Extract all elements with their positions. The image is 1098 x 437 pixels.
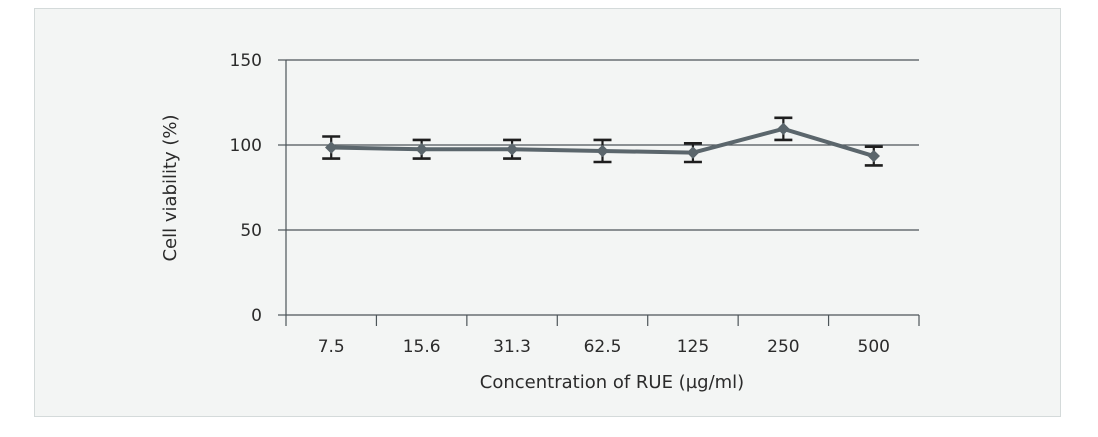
y-tick-label: 100 (230, 136, 262, 156)
y-tick-label: 50 (240, 221, 262, 241)
x-tick-label: 125 (677, 337, 709, 357)
x-tick-label: 250 (767, 337, 799, 357)
y-tick-label: 150 (230, 51, 262, 71)
x-tick-label: 15.6 (403, 337, 441, 357)
axes (285, 60, 919, 316)
x-tick-label: 31.3 (493, 337, 531, 357)
y-axis-title: Cell viability (%) (160, 114, 181, 261)
x-tick-label: 62.5 (584, 337, 622, 357)
data-point (415, 143, 428, 156)
series (322, 116, 883, 167)
data-point (596, 144, 609, 158)
data-point (867, 149, 880, 163)
data-point (686, 146, 700, 159)
y-axis-ticks: 0 50 100 150 (230, 51, 286, 326)
chart-frame (34, 8, 1061, 417)
data-point (505, 143, 519, 156)
x-axis-ticks: 7.5 15.6 31.3 62.5 125 250 500 (285, 315, 920, 357)
data-point (777, 122, 790, 136)
x-tick-label: 7.5 (318, 337, 345, 357)
x-tick-label: 500 (858, 337, 890, 357)
data-point (325, 141, 338, 154)
x-axis-title: Concentration of RUE (µg/ml) (480, 372, 744, 393)
y-tick-label: 0 (251, 306, 262, 326)
